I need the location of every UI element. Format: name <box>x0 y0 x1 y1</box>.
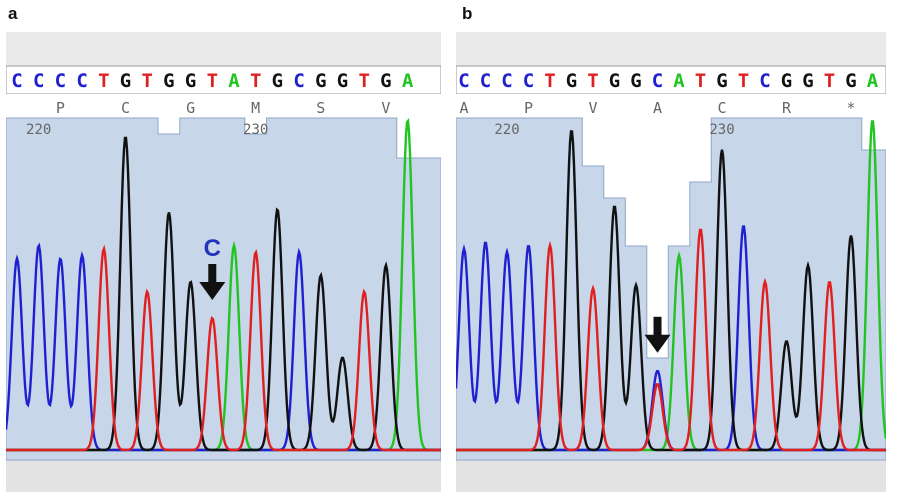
amino-acid-label: A <box>653 99 662 117</box>
amino-acid-label: V <box>588 99 597 117</box>
sequence-base: T <box>207 70 218 92</box>
sequence-base: G <box>566 70 577 92</box>
amino-acid-label: S <box>316 99 325 117</box>
sequence-base: G <box>802 70 813 92</box>
sequence-base: T <box>141 70 152 92</box>
sequence-base: C <box>652 70 663 92</box>
sequence-base: G <box>185 70 196 92</box>
sequence-base: G <box>315 70 326 92</box>
sequence-base: G <box>272 70 283 92</box>
amino-acid-label: G <box>186 99 195 117</box>
base-call-label: C <box>204 235 221 262</box>
sequence-base: G <box>163 70 174 92</box>
panel-top-band <box>6 32 441 66</box>
amino-acid-label: * <box>846 99 855 117</box>
sequence-base: C <box>458 70 469 92</box>
sequence-base: C <box>33 70 44 92</box>
sequence-base: C <box>523 70 534 92</box>
sequence-base: T <box>824 70 835 92</box>
sequence-base: G <box>380 70 391 92</box>
sequence-base: A <box>673 70 685 92</box>
position-label: 230 <box>243 122 268 138</box>
sequence-base: T <box>250 70 261 92</box>
panel-a-label: a <box>8 4 18 23</box>
sequence-base: A <box>867 70 879 92</box>
sequence-base: C <box>11 70 22 92</box>
sequence-base: A <box>228 70 240 92</box>
position-label: 220 <box>26 122 51 138</box>
panel-b-label: b <box>462 4 473 23</box>
amino-acid-label: A <box>459 99 468 117</box>
sequence-strip <box>6 65 441 95</box>
panel-top-band <box>456 32 886 66</box>
sequence-base: G <box>845 70 856 92</box>
trace-group <box>456 120 886 452</box>
sequence-base: G <box>120 70 131 92</box>
panel-bottom-band <box>6 460 441 492</box>
sequence-base: G <box>609 70 620 92</box>
amino-acid-label: P <box>524 99 533 117</box>
chromatogram-b-svg: C C C C T G T G G C A T G T C G G T G AA P V A C R *220 230 <box>456 32 886 492</box>
sequence-base: C <box>501 70 512 92</box>
sequence-base: C <box>76 70 87 92</box>
sequence-base: T <box>358 70 369 92</box>
sequence-base: G <box>781 70 792 92</box>
mutation-arrow <box>644 316 671 353</box>
sequence-base: A <box>402 70 414 92</box>
sequence-base: G <box>716 70 727 92</box>
position-label: 230 <box>709 122 734 138</box>
amino-acid-label: C <box>121 99 130 117</box>
sequence-base: T <box>544 70 555 92</box>
sequence-base: G <box>337 70 348 92</box>
sequence-strip <box>456 65 886 95</box>
sequence-base: T <box>587 70 598 92</box>
amino-acid-label: M <box>251 99 260 117</box>
trace-t <box>6 244 441 452</box>
position-label: 220 <box>494 122 519 138</box>
sequence-base: G <box>630 70 641 92</box>
trace-t <box>456 228 886 452</box>
quality-shading <box>6 117 441 461</box>
amino-acid-label: P <box>56 99 65 117</box>
sequence-base: C <box>293 70 304 92</box>
amino-acid-label: R <box>782 99 792 117</box>
sequence-base: T <box>695 70 706 92</box>
chromatogram-panel-b: C C C C T G T G G C A T G T C G G T G A A P V A C R * 220 230 <box>456 32 886 492</box>
sequence-base: T <box>738 70 749 92</box>
trace-group <box>6 118 441 452</box>
sequence-base: C <box>480 70 491 92</box>
sequence-base: C <box>55 70 66 92</box>
chromatogram-panel-a: C C C C T G T G G T A T G C G G T G A P C G M S V 220 230 C <box>6 32 441 492</box>
amino-acid-label: C <box>717 99 726 117</box>
panel-bottom-band <box>456 460 886 492</box>
sequence-base: T <box>98 70 109 92</box>
sequence-base: C <box>759 70 770 92</box>
amino-acid-label: V <box>381 99 390 117</box>
mutation-arrow <box>199 264 226 300</box>
